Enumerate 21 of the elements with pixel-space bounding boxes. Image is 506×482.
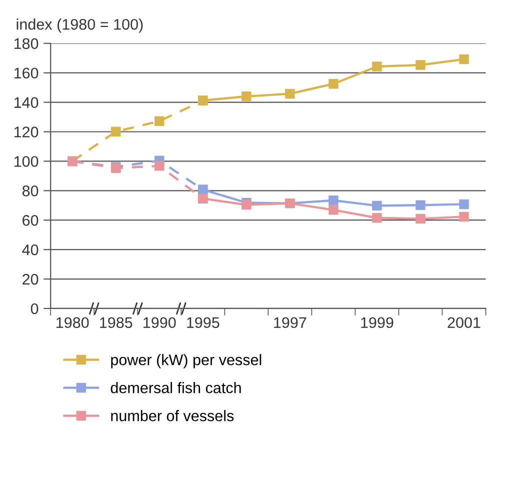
x-tick-label: 1995	[187, 317, 220, 328]
x-tick-label: 1999	[361, 317, 394, 328]
y-tick-label: 20	[22, 274, 38, 285]
y-tick-label: 80	[22, 186, 38, 196]
y-tick-label: 40	[22, 244, 38, 256]
y-tick-label: 140	[14, 97, 38, 108]
legend-label: number of vessels	[111, 410, 234, 422]
x-tick-label: 1980	[56, 317, 89, 328]
x-tick-label: 1990	[144, 317, 176, 328]
y-tick-label: 60	[22, 214, 38, 226]
y-tick-label: 180	[14, 38, 38, 50]
y-tick-label: 0	[30, 303, 38, 314]
legend-label: demersal fish catch	[110, 382, 241, 394]
legend-label: power (kW) per vessel	[111, 354, 262, 368]
x-tick-label: 2001	[448, 317, 480, 328]
y-tick-label: 120	[14, 126, 38, 138]
y-tick-label: 160	[14, 68, 38, 79]
x-tick-label: 1985	[100, 317, 132, 328]
y-tick-label: 100	[14, 156, 38, 167]
y-axis-title: index (1980 = 100)	[16, 18, 143, 33]
x-tick-label: 1997	[274, 317, 306, 328]
